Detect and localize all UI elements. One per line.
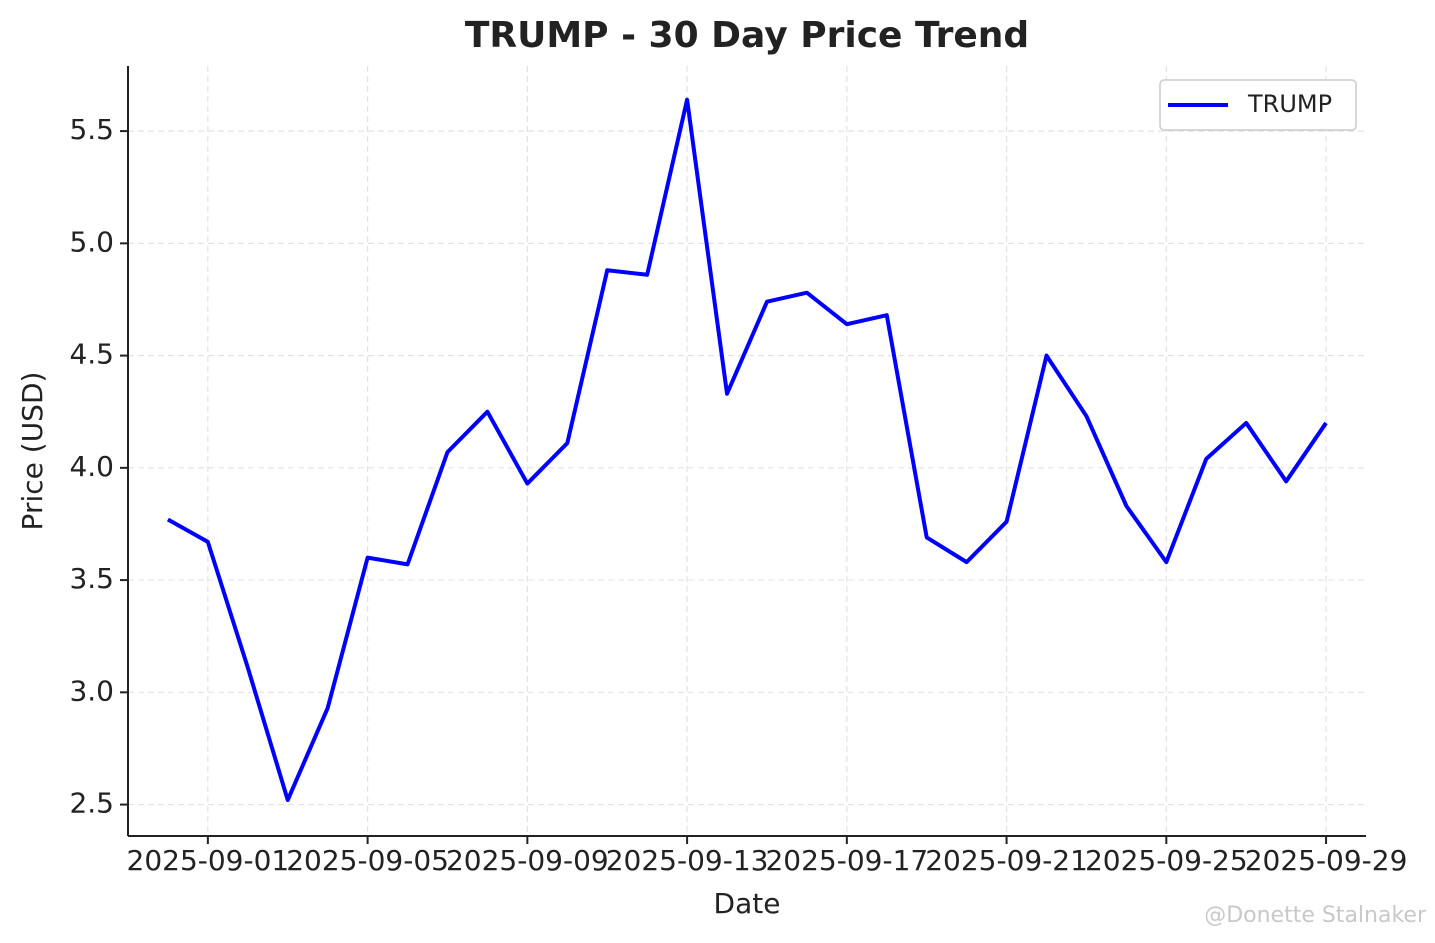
x-tick-label: 2025-09-25 — [1085, 844, 1248, 877]
legend-label: TRUMP — [1247, 90, 1332, 118]
y-tick-label: 4.0 — [69, 450, 114, 483]
y-tick-label: 3.0 — [69, 674, 114, 707]
line-series — [166, 97, 1328, 803]
legend-box — [1159, 79, 1357, 131]
x-tick-label: 2025-09-17 — [765, 844, 928, 877]
y-tick-label: 5.5 — [69, 113, 114, 146]
chart-title: TRUMP - 30 Day Price Trend — [465, 15, 1029, 56]
y-tick-label: 2.5 — [69, 787, 114, 820]
x-tick-label: 2025-09-29 — [1245, 844, 1408, 877]
x-tick-label: 2025-09-13 — [606, 844, 769, 877]
x-axis-label: Date — [714, 887, 781, 920]
x-tick-label: 2025-09-21 — [925, 844, 1088, 877]
watermark: @Donette Stalnaker — [1204, 903, 1427, 928]
x-tick-label: 2025-09-01 — [127, 844, 290, 877]
y-tick-label: 5.0 — [69, 225, 114, 258]
x-tick-label: 2025-09-09 — [446, 844, 609, 877]
y-tick-label: 4.5 — [69, 338, 114, 371]
y-tick-label: 3.5 — [69, 562, 114, 595]
x-tick-label: 2025-09-05 — [286, 844, 449, 877]
y-axis-label: Price (USD) — [16, 372, 49, 531]
